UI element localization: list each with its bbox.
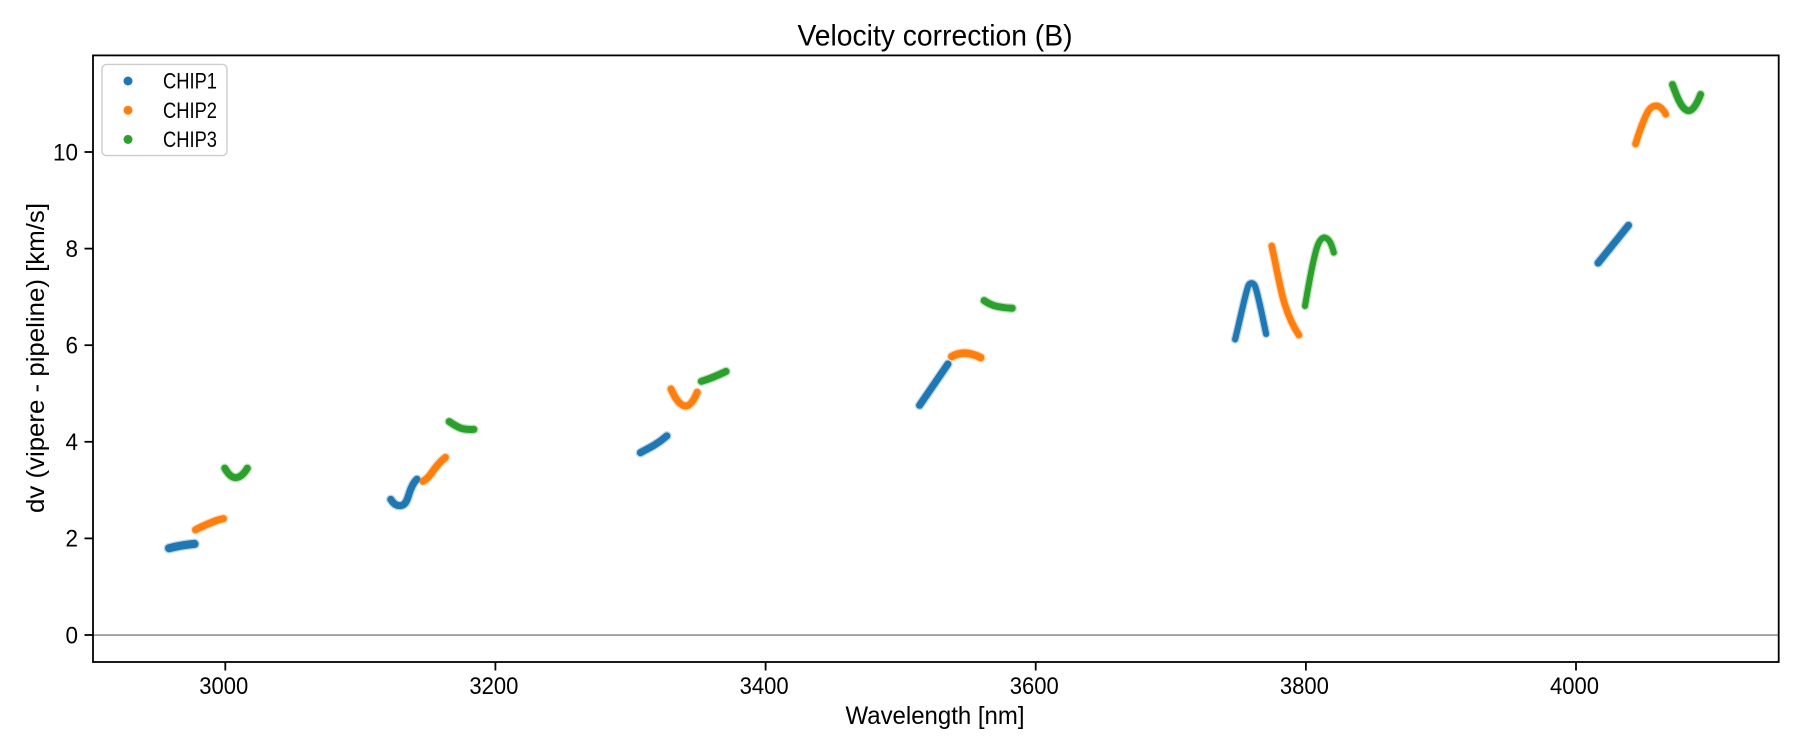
svg-text:Wavelength [nm]: Wavelength [nm] <box>846 702 1025 730</box>
svg-text:dv (vipere - pipeline) [km/s]: dv (vipere - pipeline) [km/s] <box>22 203 50 513</box>
svg-text:2: 2 <box>66 526 79 553</box>
svg-text:8: 8 <box>66 236 79 263</box>
svg-text:3800: 3800 <box>1280 673 1329 700</box>
svg-text:Velocity correction (B): Velocity correction (B) <box>798 20 1073 53</box>
svg-text:CHIP3: CHIP3 <box>163 127 217 152</box>
svg-text:6: 6 <box>66 333 79 360</box>
svg-text:3200: 3200 <box>469 673 518 700</box>
svg-text:CHIP1: CHIP1 <box>163 69 217 94</box>
svg-text:3600: 3600 <box>1010 673 1059 700</box>
svg-text:10: 10 <box>53 139 78 166</box>
svg-text:4: 4 <box>66 429 79 456</box>
svg-text:3400: 3400 <box>740 673 789 700</box>
svg-text:CHIP2: CHIP2 <box>163 98 217 123</box>
svg-text:3000: 3000 <box>199 673 248 700</box>
svg-text:4000: 4000 <box>1550 673 1599 700</box>
svg-text:0: 0 <box>66 622 79 649</box>
